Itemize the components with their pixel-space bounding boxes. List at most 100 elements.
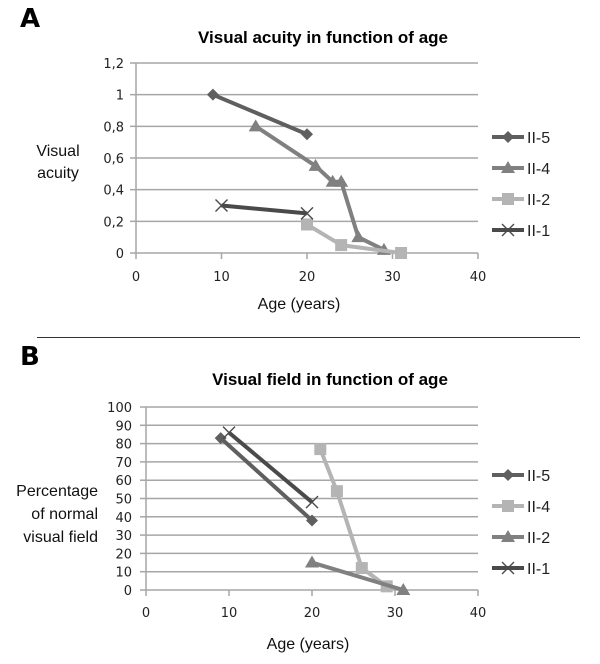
y-tick-label: 1: [116, 89, 124, 104]
series-ii-1: [215, 199, 314, 220]
y-tick-label: 1,2: [103, 57, 124, 72]
series-ii-1: [222, 426, 319, 509]
legend-label: II-4: [527, 161, 550, 178]
legend-item-ii-2: II-2: [492, 192, 550, 209]
data-point: [314, 443, 327, 456]
panel-divider: [37, 337, 580, 338]
legend-label: II-2: [527, 192, 550, 209]
y-tick-label: 0,4: [103, 184, 124, 199]
chart-a-y-axis-label: acuity: [37, 165, 79, 182]
panel-label-a: A: [20, 4, 41, 34]
legend-label: II-1: [527, 561, 550, 578]
legend-label: II-4: [527, 499, 550, 516]
data-point: [355, 562, 368, 575]
x-tick-label: 0: [132, 270, 140, 285]
series-line: [212, 92, 308, 137]
data-point: [206, 88, 219, 101]
legend-item-ii-5: II-5: [492, 468, 550, 485]
chart-b-x-axis-label: Age (years): [267, 636, 350, 653]
data-point: [395, 247, 408, 259]
legend-marker: [502, 131, 514, 143]
x-tick-label: 10: [221, 606, 238, 621]
series-line: [219, 436, 314, 522]
legend-label: II-5: [527, 468, 550, 485]
x-tick-label: 30: [387, 606, 404, 621]
chart-a-title: Visual acuity in function of age: [198, 28, 448, 47]
data-point: [330, 485, 343, 498]
panel-label-b: B: [20, 342, 40, 372]
y-tick-label: 10: [115, 566, 132, 581]
data-point: [334, 174, 349, 187]
legend-marker: [501, 530, 515, 542]
data-point: [308, 158, 323, 171]
legend-marker: [502, 469, 514, 481]
legend-item-ii-5: II-5: [492, 130, 550, 147]
data-point: [301, 218, 313, 231]
legend-item-ii-2: II-2: [492, 530, 550, 547]
data-point: [300, 206, 314, 220]
y-tick-label: 20: [115, 547, 132, 562]
y-tick-label: 0: [124, 584, 132, 599]
series-ii-2: [301, 218, 408, 259]
y-tick-label: 70: [115, 456, 132, 471]
x-tick-label: 40: [470, 606, 487, 621]
data-point: [335, 239, 348, 252]
x-tick-label: 20: [304, 606, 321, 621]
legend-item-ii-4: II-4: [492, 161, 550, 178]
data-point: [396, 583, 411, 595]
chart-b: Visual field in function of age 0 10 20 30 40…: [16, 370, 550, 653]
x-tick-label: 40: [470, 270, 487, 285]
legend-item-ii-1: II-1: [492, 561, 550, 578]
series-ii-5: [214, 432, 318, 527]
y-tick-label: 30: [115, 529, 132, 544]
series-ii-4: [314, 443, 393, 593]
y-tick-label: 100: [107, 401, 132, 416]
y-tick-label: 40: [115, 511, 132, 526]
y-tick-label: 90: [115, 419, 132, 434]
chart-a-x-axis-label: Age (years): [258, 296, 341, 313]
data-point: [248, 119, 263, 132]
y-tick-label: 50: [115, 493, 132, 508]
chart-a: Visual acuity in function of age 0 0,2 0,4 0…: [36, 28, 550, 313]
chart-a-y-axis-label: Visual: [36, 143, 79, 160]
x-tick-label: 30: [384, 270, 401, 285]
legend-label: II-5: [527, 130, 550, 147]
y-tick-label: 0,6: [103, 152, 124, 167]
chart-b-title: Visual field in function of age: [212, 370, 448, 389]
series-ii-5: [206, 88, 313, 141]
legend-marker: [501, 223, 515, 237]
series-line: [311, 560, 404, 592]
series-line: [318, 448, 388, 588]
data-point: [214, 432, 227, 445]
data-point: [301, 128, 313, 141]
chart-b-y-axis-label: Percentage: [16, 483, 98, 500]
x-tick-label: 20: [299, 270, 316, 285]
y-tick-label: 0,8: [103, 120, 124, 135]
legend-item-ii-4: II-4: [492, 499, 550, 516]
data-point: [222, 426, 236, 440]
y-tick-label: 80: [115, 438, 132, 453]
data-point: [215, 199, 228, 212]
chart-b-y-axis-label: visual field: [23, 529, 98, 546]
legend-marker: [502, 193, 514, 205]
series-ii-2: [305, 555, 411, 595]
data-point: [351, 230, 366, 243]
data-point: [305, 495, 319, 509]
y-tick-label: 60: [115, 474, 132, 489]
legend-label: II-1: [527, 223, 550, 240]
x-tick-label: 10: [213, 270, 230, 285]
series-line: [221, 203, 308, 216]
y-tick-label: 0,2: [103, 215, 124, 230]
legend-marker: [501, 561, 515, 575]
legend-item-ii-1: II-1: [492, 223, 550, 240]
data-point: [305, 555, 319, 568]
legend-marker: [501, 161, 515, 173]
x-tick-label: 0: [142, 606, 150, 621]
legend-label: II-2: [527, 530, 550, 547]
chart-b-y-axis-label: of normal: [31, 506, 98, 523]
data-point: [306, 514, 318, 527]
series-line: [227, 431, 314, 504]
legend-marker: [502, 500, 514, 512]
y-tick-label: 0: [116, 247, 124, 262]
